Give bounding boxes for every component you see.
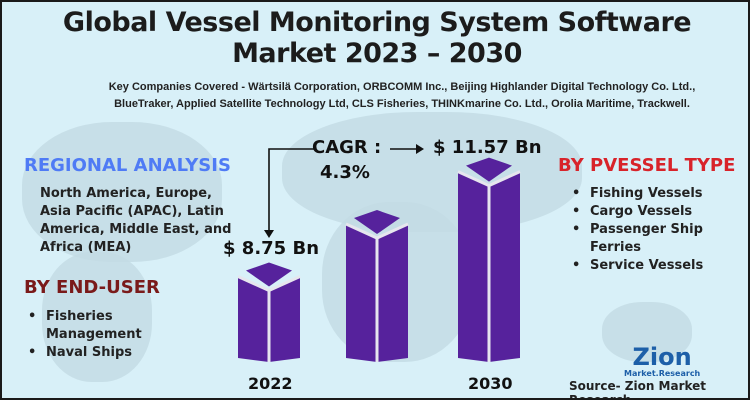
vessel-type-list: Fishing Vessels Cargo Vessels Passenger … [568, 185, 738, 275]
regional-text: North America, Europe, Asia Pacific (APA… [40, 186, 232, 255]
bar-top-cap [466, 157, 512, 182]
zion-logo: Zion Market.Research [624, 343, 701, 378]
regional-heading: REGIONAL ANALYSIS [24, 155, 231, 176]
bar-right-face [489, 171, 520, 362]
data-label-2022: $ 8.75 Bn [223, 238, 320, 259]
list-item: Passenger Ship Ferries [568, 221, 738, 257]
world-map-americas [22, 122, 222, 262]
page-title: Global Vessel Monitoring System Software… [62, 7, 692, 69]
x-tick-2022: 2022 [248, 374, 293, 393]
vessel-type-heading: BY PVESSEL TYPE [558, 155, 736, 176]
bar-right-face [269, 276, 300, 362]
source-text: Source- Zion Market Research [569, 379, 707, 400]
world-map-australia [602, 302, 692, 362]
list-item: Fishing Vessels [568, 185, 738, 203]
cagr-value: 4.3% [320, 162, 370, 183]
list-item: Fisheries Management [24, 308, 194, 344]
cagr-arrow-down [268, 148, 314, 232]
x-tick-2030: 2030 [468, 374, 513, 393]
bar-right-face [377, 224, 408, 362]
arrow-head-icon [416, 144, 424, 154]
end-user-heading: BY END-USER [24, 277, 160, 298]
arrow-head-icon [264, 230, 274, 238]
cagr-label: CAGR : [312, 137, 382, 158]
bar-top-cap [246, 262, 292, 287]
list-item: Service Vessels [568, 257, 738, 275]
bar-left-face [238, 276, 269, 362]
bar-left-face [346, 224, 377, 362]
data-label-2030: $ 11.57 Bn [433, 137, 542, 158]
key-companies: Key Companies Covered - Wärtsilä Corpora… [108, 81, 696, 110]
list-item: Naval Ships [24, 344, 194, 362]
bar-top-cap [354, 210, 400, 235]
end-user-list: Fisheries Management Naval Ships [24, 308, 194, 362]
list-item: Cargo Vessels [568, 203, 738, 221]
bar-left-face [458, 171, 489, 362]
